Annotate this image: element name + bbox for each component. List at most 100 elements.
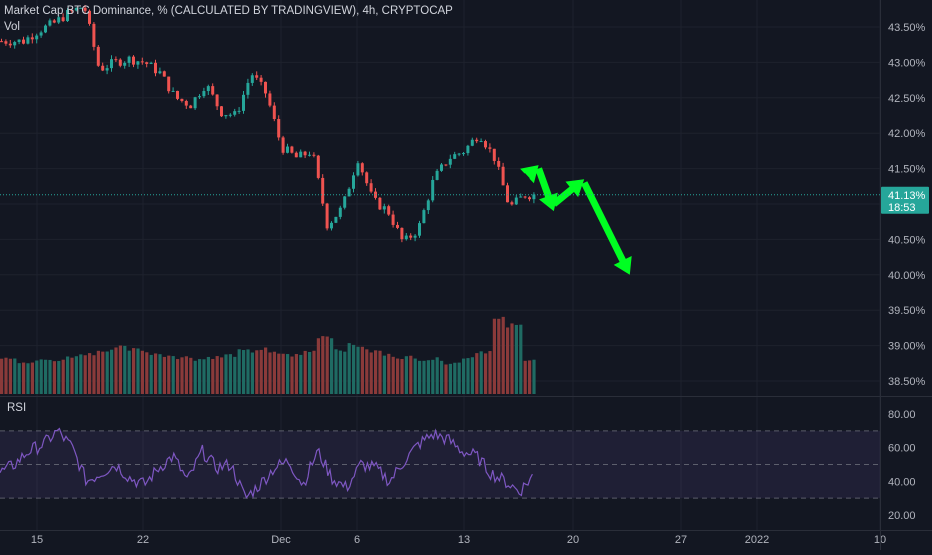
x-tick-label: 20 xyxy=(567,534,579,546)
candle-body xyxy=(360,163,364,173)
candle-body xyxy=(105,68,109,71)
candle-body xyxy=(228,114,232,116)
volume-bar xyxy=(61,359,65,394)
volume-bar xyxy=(202,359,206,394)
volume-bar xyxy=(259,349,263,394)
volume-bar xyxy=(440,360,444,394)
volume-bar xyxy=(211,358,215,394)
candle-body xyxy=(396,224,399,228)
candle-body xyxy=(132,56,135,65)
volume-bar xyxy=(453,362,457,394)
volume-bar xyxy=(528,360,532,394)
volume-bar xyxy=(264,347,268,394)
candle-body xyxy=(404,235,408,240)
volume-bar xyxy=(184,356,188,394)
candle-body xyxy=(57,17,61,23)
candle-body xyxy=(440,164,443,171)
volume-bar xyxy=(418,360,422,394)
volume-bar xyxy=(96,350,100,394)
volume-bar xyxy=(347,343,351,394)
volume-bar xyxy=(286,354,290,394)
candle-body xyxy=(264,81,267,94)
candle-body xyxy=(149,62,153,64)
volume-bar xyxy=(365,349,369,394)
candle-body xyxy=(488,147,492,149)
candle-body xyxy=(356,163,360,176)
candle-body xyxy=(220,106,223,117)
candle-body xyxy=(400,227,404,240)
volume-bar xyxy=(470,357,474,394)
y-tick-label: 40.50% xyxy=(888,234,926,246)
candle-body xyxy=(123,62,127,66)
volume-bar xyxy=(356,346,360,394)
candle-body xyxy=(532,194,536,200)
volume-bar xyxy=(8,358,12,394)
candle-body xyxy=(4,41,8,44)
volume-bar xyxy=(462,358,466,394)
candle-body xyxy=(202,91,206,97)
volume-bar xyxy=(435,357,439,394)
volume-bar xyxy=(316,338,320,394)
candle-body xyxy=(237,110,241,112)
volume-bar xyxy=(224,354,228,394)
volume-bar xyxy=(0,358,4,394)
candle-body xyxy=(365,172,369,184)
candle-body xyxy=(259,77,263,82)
volume-bar xyxy=(132,348,136,394)
volume-bar xyxy=(246,349,250,394)
volume-bar xyxy=(13,358,17,394)
volume-bar xyxy=(272,351,276,394)
candle-body xyxy=(30,37,34,40)
rsi-tick-label: 20.00 xyxy=(888,510,916,522)
candle-body xyxy=(413,235,417,238)
y-tick-label: 39.50% xyxy=(888,305,926,317)
candle-body xyxy=(110,59,113,69)
candle-body xyxy=(206,86,210,92)
volume-bar xyxy=(492,318,496,394)
volume-bar xyxy=(44,359,48,394)
candle-body xyxy=(154,62,157,74)
candle-body xyxy=(343,196,347,208)
candle-body xyxy=(294,152,298,158)
candle-body xyxy=(484,141,487,148)
volume-bar xyxy=(140,350,144,394)
candle-body xyxy=(167,76,171,92)
projection-arrow-down xyxy=(581,181,632,275)
volume-bar xyxy=(479,351,483,394)
volume-bar xyxy=(369,352,373,394)
volume-bar xyxy=(277,353,281,394)
x-tick-label: 15 xyxy=(31,534,43,546)
candle-body xyxy=(426,200,430,211)
candle-body xyxy=(422,210,426,224)
volume-bar xyxy=(303,350,307,394)
candle-body xyxy=(61,17,65,22)
volume-bar xyxy=(294,354,298,394)
volume-bar xyxy=(426,360,430,394)
volume-bar xyxy=(519,324,523,394)
volume-bar xyxy=(334,349,338,394)
y-tick-label: 39.00% xyxy=(888,341,926,353)
candle-body xyxy=(215,94,219,107)
volume-bar xyxy=(158,354,162,394)
candle-body xyxy=(409,235,413,238)
candle-body xyxy=(17,39,21,43)
volume-bar xyxy=(30,362,34,394)
candle-body xyxy=(299,151,303,158)
candle-body xyxy=(171,90,175,92)
volume-bar xyxy=(39,359,43,394)
volume-bar xyxy=(35,360,39,394)
candle-body xyxy=(48,20,52,26)
candle-body xyxy=(479,141,483,143)
candle-body xyxy=(312,154,316,156)
price-tag-value: 41.13% xyxy=(888,190,926,202)
volume-bar xyxy=(70,357,74,394)
candle-body xyxy=(281,137,285,153)
rsi-tick-label: 80.00 xyxy=(888,409,916,421)
volume-bar xyxy=(176,359,180,394)
candle-body xyxy=(255,75,259,78)
x-tick-label: Dec xyxy=(271,534,291,546)
volume-bar xyxy=(79,354,83,394)
volume-bar xyxy=(290,356,294,394)
